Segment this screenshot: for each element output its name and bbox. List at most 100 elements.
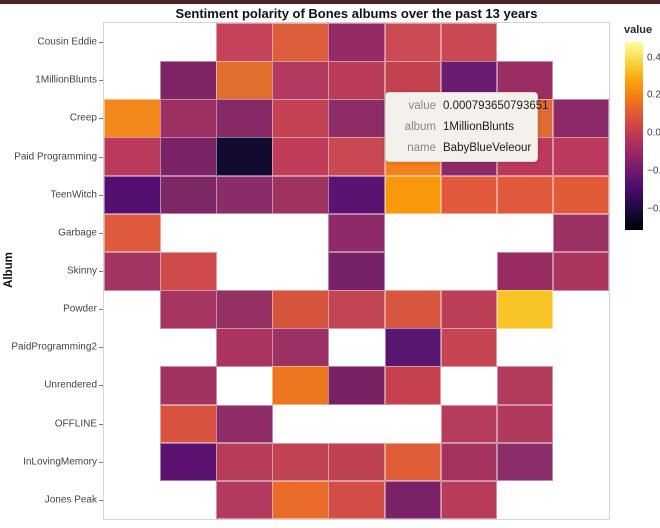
heatmap-cell[interactable]	[440, 480, 498, 520]
heatmap-cell[interactable]	[272, 99, 329, 138]
y-axis-label: Skinny	[66, 265, 97, 277]
heatmap-cell[interactable]	[216, 480, 273, 520]
y-axis-tick	[99, 385, 103, 387]
heatmap-cell[interactable]	[328, 23, 386, 62]
heatmap-cell[interactable]	[328, 290, 386, 329]
hover-tooltip: value 0.000793650793651 album 1MillionBl…	[385, 92, 549, 162]
y-axis-tick	[99, 423, 103, 425]
y-axis-label: Cousin Eddie	[37, 36, 97, 48]
heatmap-cell[interactable]	[384, 290, 442, 329]
y-axis-label: Powder	[63, 303, 97, 315]
heatmap-cell[interactable]	[216, 99, 273, 138]
y-axis-label: Garbage	[58, 227, 97, 239]
heatmap-cell[interactable]	[440, 175, 498, 215]
heatmap-cell[interactable]	[328, 442, 386, 482]
heatmap-cell[interactable]	[440, 442, 498, 482]
heatmap-cell[interactable]	[104, 251, 161, 291]
heatmap-cell[interactable]	[552, 175, 610, 215]
heatmap-cell[interactable]	[216, 404, 273, 444]
heatmap-cell[interactable]	[160, 99, 217, 138]
y-axis-label: Creep	[69, 112, 97, 124]
heatmap-cell[interactable]	[272, 137, 329, 177]
heatmap-cell[interactable]	[440, 328, 498, 367]
heatmap-cell[interactable]	[496, 404, 554, 444]
y-axis-label: OFFLINE	[54, 418, 97, 430]
heatmap-cell[interactable]	[160, 137, 217, 177]
heatmap-cell[interactable]	[328, 480, 386, 520]
y-axis-label: Unrendered	[44, 379, 97, 391]
heatmap-cell[interactable]	[328, 213, 386, 253]
heatmap-cell[interactable]	[104, 175, 161, 215]
heatmap-cell[interactable]	[272, 61, 329, 100]
tooltip-label: value	[408, 99, 437, 112]
y-axis-label: Paid Programming	[14, 151, 97, 163]
heatmap-cell[interactable]	[216, 137, 273, 177]
heatmap-cell[interactable]	[272, 442, 329, 482]
heatmap-cell[interactable]	[328, 99, 386, 138]
heatmap-cell[interactable]	[384, 366, 442, 406]
heatmap-cell[interactable]	[216, 442, 273, 482]
heatmap-cell[interactable]	[160, 366, 217, 406]
heatmap-cell[interactable]	[160, 175, 217, 215]
heatmap-cell[interactable]	[272, 290, 329, 329]
y-axis-tick	[99, 499, 103, 501]
heatmap-cell[interactable]	[272, 23, 329, 62]
colorbar-tick-label: −0.4	[647, 203, 660, 214]
heatmap-cell[interactable]	[384, 23, 442, 62]
colorbar-tick-label: −0.2	[647, 165, 660, 177]
heatmap-cell[interactable]	[160, 251, 217, 291]
heatmap-cell[interactable]	[328, 61, 386, 100]
heatmap-cell[interactable]	[496, 251, 554, 291]
heatmap-cell[interactable]	[272, 480, 329, 520]
tooltip-label: name	[407, 141, 436, 154]
heatmap-cell[interactable]	[272, 328, 329, 367]
heatmap-cell[interactable]	[216, 175, 273, 215]
heatmap-cell[interactable]	[328, 137, 386, 177]
heatmap-cell[interactable]	[216, 61, 273, 100]
heatmap-cell[interactable]	[216, 290, 273, 329]
heatmap-cell[interactable]	[160, 290, 217, 329]
heatmap-cell[interactable]	[496, 290, 554, 329]
chart-title: Sentiment polarity of Bones albums over …	[175, 6, 538, 21]
heatmap-cell[interactable]	[272, 175, 329, 215]
heatmap-cell[interactable]	[104, 213, 161, 253]
heatmap-cell[interactable]	[328, 366, 386, 406]
heatmap-cell[interactable]	[104, 137, 161, 177]
heatmap-cell[interactable]	[328, 175, 386, 215]
y-axis-tick	[99, 271, 103, 272]
heatmap-cell[interactable]	[104, 99, 161, 138]
heatmap-cell[interactable]	[552, 213, 610, 253]
tooltip-row-value: value 0.000793650793651	[392, 98, 549, 115]
heatmap-cell[interactable]	[552, 137, 610, 177]
colorbar-title: value	[624, 24, 653, 36]
heatmap-cell[interactable]	[160, 442, 217, 482]
heatmap-cell[interactable]	[552, 251, 610, 291]
heatmap-cell[interactable]	[384, 328, 442, 367]
heatmap-cell[interactable]	[496, 175, 554, 215]
y-axis-label: InLovingMemory	[23, 456, 97, 468]
heatmap-cell[interactable]	[272, 366, 329, 406]
colorbar-gradient	[625, 42, 643, 230]
heatmap-cell[interactable]	[440, 404, 498, 444]
y-axis-tick	[99, 461, 103, 463]
colorbar-tick-label: 0.0	[647, 127, 660, 139]
heatmap-cell[interactable]	[384, 442, 442, 482]
y-axis-tick	[99, 42, 103, 44]
heatmap-cell[interactable]	[384, 480, 442, 520]
y-axis-tick	[99, 309, 103, 311]
heatmap-cell[interactable]	[496, 366, 554, 406]
heatmap-cell[interactable]	[440, 290, 498, 329]
colorbar-tick-label: 0.4	[647, 52, 660, 63]
heatmap-cell[interactable]	[216, 328, 273, 367]
heatmap-cell[interactable]	[328, 251, 386, 291]
heatmap-cell[interactable]	[160, 61, 217, 100]
heatmap-cell[interactable]	[216, 23, 273, 62]
tooltip-row-album: album 1MillionBlunts	[392, 119, 529, 136]
heatmap-cell[interactable]	[160, 404, 217, 444]
heatmap-cell[interactable]	[440, 23, 498, 62]
heatmap-cell[interactable]	[384, 175, 442, 215]
heatmap-cell[interactable]	[496, 442, 554, 482]
y-axis-tick	[99, 80, 103, 82]
heatmap-cell[interactable]	[552, 99, 610, 138]
